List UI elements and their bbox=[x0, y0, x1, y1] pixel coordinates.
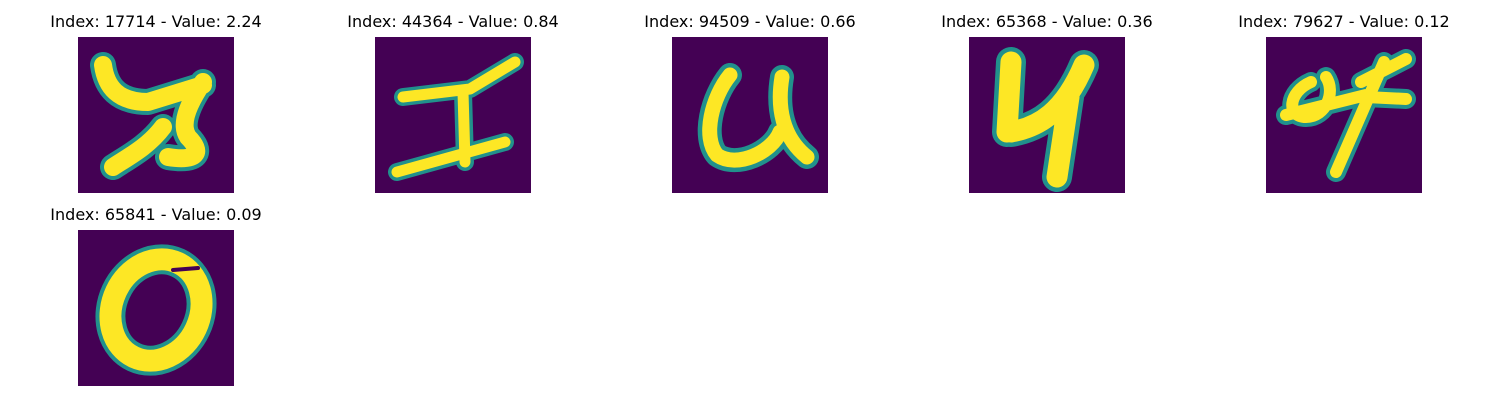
panel-title: Index: 94509 - Value: 0.66 bbox=[644, 12, 856, 31]
panel-title: Index: 17714 - Value: 2.24 bbox=[50, 12, 262, 31]
handwritten-glyph-image bbox=[78, 230, 234, 386]
panel-title: Index: 65368 - Value: 0.36 bbox=[941, 12, 1153, 31]
handwritten-glyph-image bbox=[375, 37, 531, 193]
panel-title: Index: 65841 - Value: 0.09 bbox=[50, 205, 262, 224]
panel-title: Index: 79627 - Value: 0.12 bbox=[1238, 12, 1450, 31]
handwritten-glyph-image bbox=[1266, 37, 1422, 193]
handwritten-glyph-image bbox=[672, 37, 828, 193]
handwritten-glyph-image bbox=[969, 37, 1125, 193]
panel-title: Index: 44364 - Value: 0.84 bbox=[347, 12, 559, 31]
handwritten-glyph-image bbox=[78, 37, 234, 193]
